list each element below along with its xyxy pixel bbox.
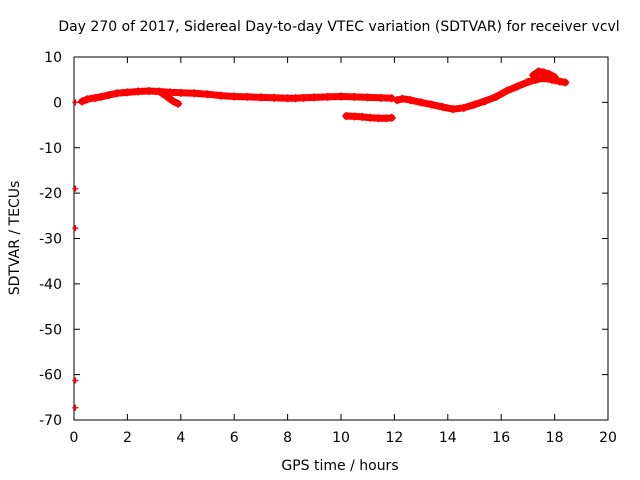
y-tick-label: -40: [39, 277, 62, 293]
x-axis-title: GPS time / hours: [281, 458, 398, 474]
data-point: [256, 93, 265, 102]
data-point: [176, 88, 185, 97]
data-point: [230, 92, 239, 101]
data-point: [529, 71, 538, 80]
data-point: [72, 185, 79, 192]
data-point: [545, 70, 554, 79]
data-point: [104, 91, 113, 100]
data-point: [144, 87, 153, 96]
data-point: [358, 112, 367, 121]
data-point: [470, 100, 479, 109]
x-tick-label: 18: [546, 430, 564, 446]
series-main-trace: [78, 87, 396, 106]
y-tick-label: -60: [39, 368, 62, 384]
y-tick-label: 10: [44, 50, 62, 66]
y-tick-label: -70: [39, 413, 62, 429]
data-point: [78, 97, 87, 106]
data-point: [393, 96, 402, 105]
data-point: [406, 96, 415, 105]
data-point: [96, 92, 105, 101]
data-point: [83, 95, 92, 104]
y-tick-labels: 10 0 -10 -20 -30 -40 -50 -60 -70: [39, 50, 62, 429]
data-point: [523, 77, 532, 86]
series-dip-near-3.5h: [158, 89, 183, 108]
data-point: [459, 103, 468, 112]
data-point: [427, 100, 436, 109]
data-point: [112, 89, 121, 98]
y-tick-label: 0: [53, 95, 62, 111]
data-point: [363, 93, 372, 102]
x-tick-label: 16: [492, 430, 510, 446]
data-point: [243, 92, 252, 101]
data-point: [163, 92, 172, 101]
series-offset-segment: [342, 111, 396, 123]
series-afternoon-segment: [393, 74, 570, 114]
data-point: [539, 68, 548, 77]
data-point: [134, 87, 143, 96]
y-tick-label: -20: [39, 186, 62, 202]
data-point: [366, 113, 375, 122]
axis-ticks: [74, 57, 608, 420]
y-tick-label: -10: [39, 141, 62, 157]
data-point: [72, 225, 79, 232]
data-point: [561, 78, 570, 87]
data-point: [291, 94, 300, 103]
data-point: [72, 377, 79, 384]
data-point: [323, 92, 332, 101]
data-point: [72, 404, 79, 411]
series-band: [158, 89, 182, 108]
series-upper-band-17-18h: [529, 67, 559, 81]
data-point: [417, 98, 426, 107]
x-tick-label: 8: [283, 430, 292, 446]
data-point: [168, 97, 177, 106]
data-point: [91, 93, 100, 102]
data-point: [387, 113, 396, 122]
data-point: [216, 91, 225, 100]
y-tick-label: -50: [39, 322, 62, 338]
x-tick-label: 4: [176, 430, 185, 446]
data-point: [350, 112, 359, 121]
data-point: [534, 67, 543, 76]
data-point: [374, 114, 383, 123]
data-point: [337, 92, 345, 101]
plot-frame: [73, 56, 609, 421]
data-point: [72, 99, 79, 106]
x-tick-label: 12: [385, 430, 403, 446]
data-point: [398, 94, 407, 103]
data-point: [310, 93, 319, 102]
series-band: [393, 74, 569, 113]
series-outliers-at-start: [72, 99, 79, 411]
data-point: [513, 82, 522, 91]
y-axis-title: SDTVAR / TECUs: [7, 181, 23, 296]
x-tick-label: 2: [123, 430, 132, 446]
data-point: [555, 77, 564, 86]
data-point: [438, 102, 447, 111]
x-tick-label: 20: [599, 430, 617, 446]
x-tick-label: 6: [230, 430, 239, 446]
data-point: [190, 89, 199, 98]
data-point: [283, 94, 292, 103]
data-point: [299, 93, 308, 102]
chart-title: Day 270 of 2017, Sidereal Day-to-day VTE…: [58, 19, 619, 35]
data-point: [158, 89, 167, 98]
x-tick-label: 0: [70, 430, 79, 446]
data-point: [174, 99, 183, 108]
data-point: [491, 92, 500, 101]
data-point: [502, 87, 511, 96]
data-point: [550, 72, 559, 81]
data-points: [72, 67, 570, 411]
x-tick-label: 10: [332, 430, 350, 446]
data-point: [350, 92, 359, 101]
data-point: [203, 90, 212, 99]
y-tick-label: -30: [39, 232, 62, 248]
data-point: [270, 93, 279, 102]
data-point: [377, 93, 386, 102]
x-tick-labels: 0 2 4 6 8 10 12 14 16 18 20: [70, 430, 617, 446]
data-point: [123, 88, 132, 97]
data-point: [481, 97, 490, 106]
x-tick-label: 14: [439, 430, 457, 446]
data-point: [342, 111, 351, 120]
data-point: [449, 105, 458, 114]
